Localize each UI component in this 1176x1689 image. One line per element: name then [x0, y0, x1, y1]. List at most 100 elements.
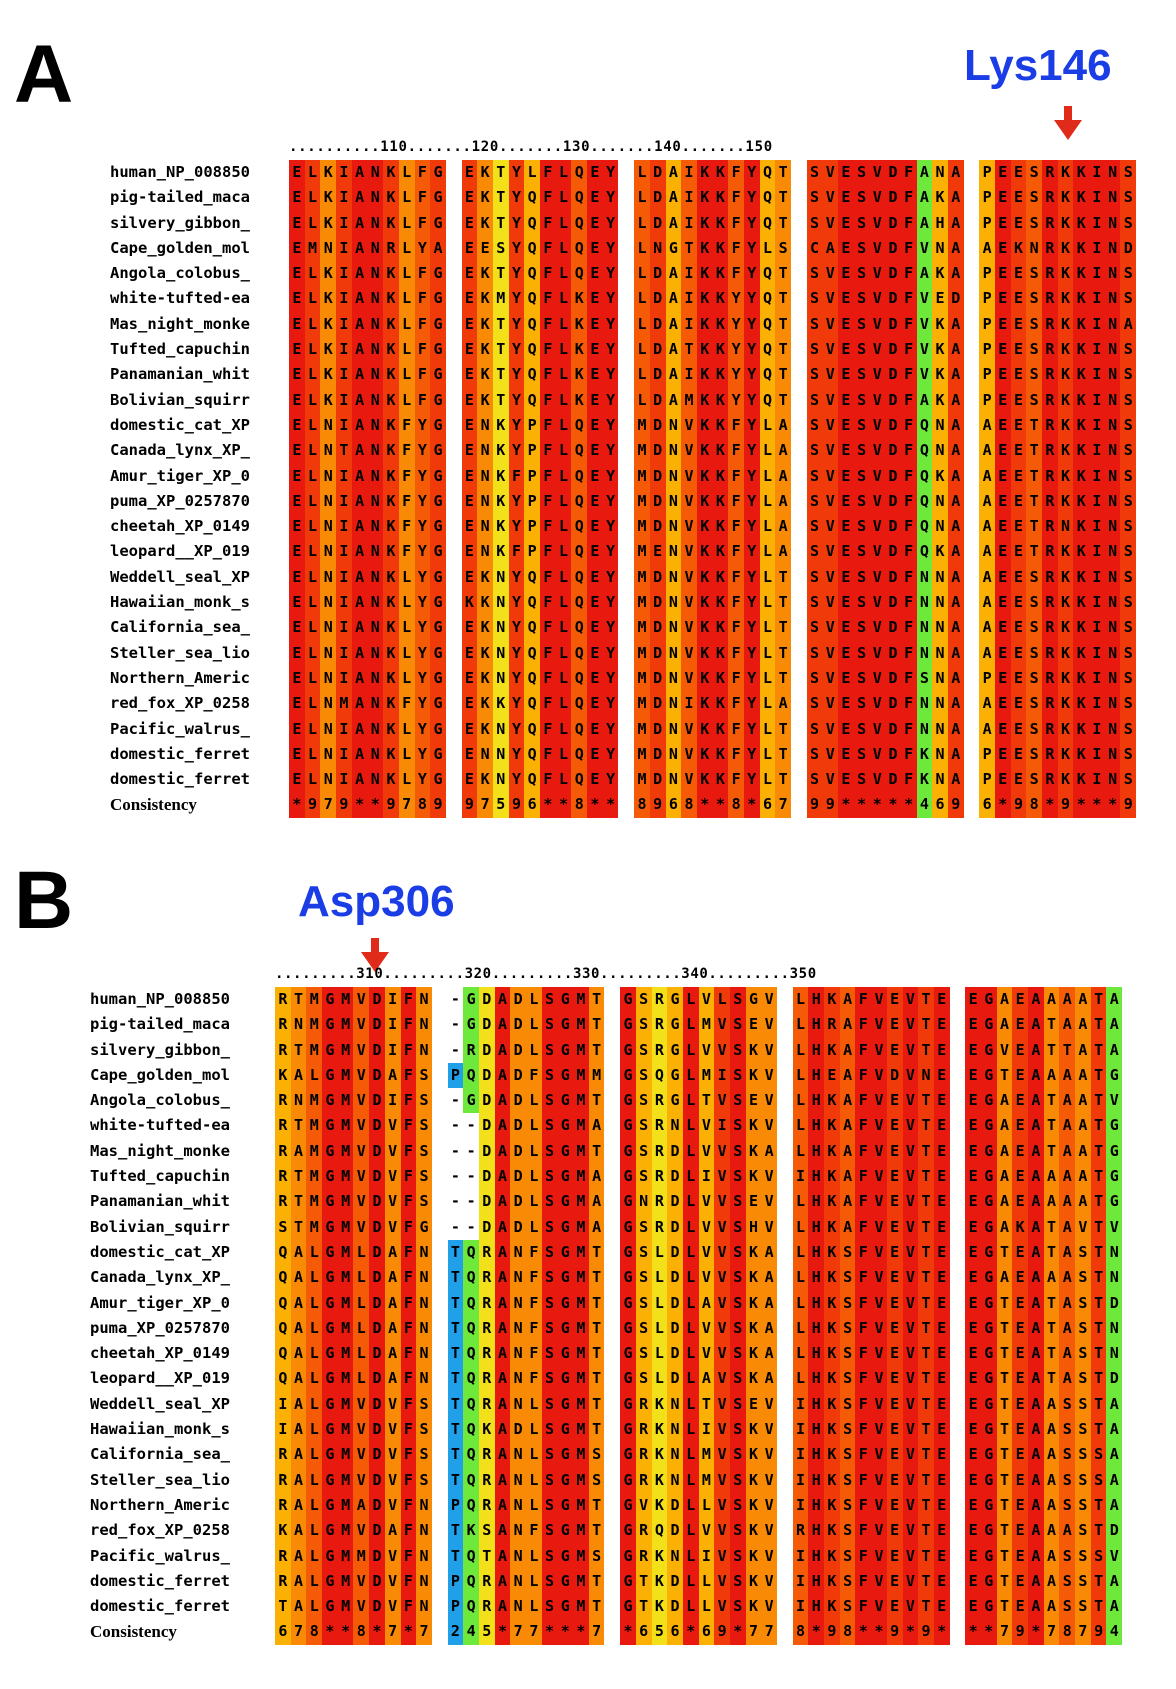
residue-cell: I [681, 311, 697, 338]
residue-cell: L [792, 1037, 809, 1063]
residue-cell: K [745, 1239, 762, 1266]
residue-cell: K [651, 1417, 668, 1443]
residue-cell: T [588, 1138, 605, 1165]
residue-cell: A [351, 261, 368, 287]
residue-cell: L [398, 767, 415, 793]
residue-cell: F [728, 185, 744, 211]
residue-cell: V [871, 1518, 887, 1544]
residue-cell: E [965, 1214, 981, 1240]
residue-cell: G [322, 1543, 338, 1569]
residue-cell: A [1028, 1037, 1044, 1063]
residue-cell: N [665, 463, 682, 489]
block-spacer [446, 312, 462, 337]
residue-cell: S [729, 1088, 746, 1114]
residue-cell: A [384, 1315, 401, 1342]
residue-cell: P [979, 665, 995, 692]
block-spacer [618, 615, 634, 640]
residue-cell: F [900, 185, 917, 211]
residue-cell: Q [916, 412, 933, 439]
consistency-cell: * [557, 1619, 574, 1645]
residue-cell: N [367, 438, 384, 464]
residue-cell: K [275, 1518, 291, 1544]
residue-cell: S [541, 1315, 558, 1342]
residue-cell: E [965, 1543, 981, 1569]
residue-cell: K [696, 691, 713, 717]
consistency-cell: 9 [508, 792, 525, 818]
sequence-name: Canada_lynx_XP_ [110, 441, 250, 460]
residue-cell: T [588, 1417, 605, 1443]
block-spacer [618, 742, 634, 767]
residue-cell: G [557, 1568, 574, 1595]
residue-cell: K [932, 261, 948, 287]
residue-cell: N [1104, 590, 1121, 616]
residue-cell: S [416, 1138, 432, 1165]
residue-cell: R [1042, 311, 1058, 338]
residue-cell: K [1073, 235, 1090, 262]
residue-cell: L [398, 311, 415, 338]
residue-cell: A [1075, 1088, 1091, 1114]
residue-cell: P [979, 185, 995, 211]
residue-cell: N [1104, 185, 1121, 211]
residue-cell: L [306, 1239, 323, 1266]
residue-cell: D [667, 1214, 683, 1240]
consistency-cell: 9 [383, 792, 399, 818]
residue-cell: F [540, 665, 556, 692]
residue-cell: D [886, 1062, 903, 1089]
block-spacer [604, 1442, 620, 1467]
residue-cell: E [461, 615, 478, 641]
residue-cell: D [885, 590, 901, 616]
residue-cell: G [557, 1391, 574, 1418]
residue-cell: F [414, 311, 431, 338]
residue-cell: Y [743, 767, 760, 793]
residue-cell: L [634, 235, 650, 262]
residue-cell: S [1026, 716, 1042, 742]
residue-cell: V [698, 1239, 715, 1266]
residue-cell: A [1028, 1164, 1044, 1190]
residue-cell: E [289, 185, 305, 211]
residue-cell: A [1059, 1138, 1076, 1165]
residue-cell: R [635, 1442, 652, 1468]
residue-cell: K [824, 1467, 840, 1493]
residue-cell: E [838, 261, 854, 287]
consistency-cell: * [855, 1619, 872, 1645]
block-spacer [964, 236, 980, 261]
residue-cell: K [696, 767, 713, 793]
residue-cell: T [1043, 1315, 1060, 1342]
residue-cell: E [886, 1492, 903, 1519]
residue-cell: Y [414, 640, 431, 666]
residue-cell: V [384, 1391, 401, 1418]
residue-cell: A [494, 1113, 511, 1139]
residue-cell: M [337, 1138, 354, 1165]
residue-cell: A [947, 412, 964, 439]
residue-cell: A [1106, 1037, 1123, 1063]
residue-cell: T [775, 261, 791, 287]
residue-cell: S [635, 1341, 652, 1367]
residue-cell: D [649, 311, 666, 338]
residue-cell: V [871, 1239, 887, 1266]
residue-cell: F [508, 539, 525, 565]
residue-cell: S [635, 1265, 652, 1291]
consistency-cell: 8 [839, 1619, 856, 1645]
residue-cell: Y [414, 488, 431, 515]
residue-cell: F [728, 488, 744, 515]
residue-cell: M [306, 987, 323, 1013]
residue-cell: S [729, 1417, 746, 1443]
residue-cell: I [336, 311, 352, 338]
residue-cell: K [824, 1543, 840, 1569]
residue-cell: E [886, 1012, 903, 1038]
residue-cell: T [588, 1391, 605, 1418]
block-spacer [604, 1619, 620, 1644]
residue-cell: V [761, 1113, 777, 1139]
residue-cell: V [902, 1265, 919, 1291]
residue-cell: S [1026, 160, 1042, 186]
block-spacer [777, 1240, 793, 1265]
residue-cell: M [304, 235, 321, 262]
residue-cell: K [1073, 514, 1090, 540]
sequence-name: Weddell_seal_XP [110, 567, 250, 586]
block-spacer [950, 1619, 966, 1644]
residue-cell: Y [414, 564, 431, 591]
